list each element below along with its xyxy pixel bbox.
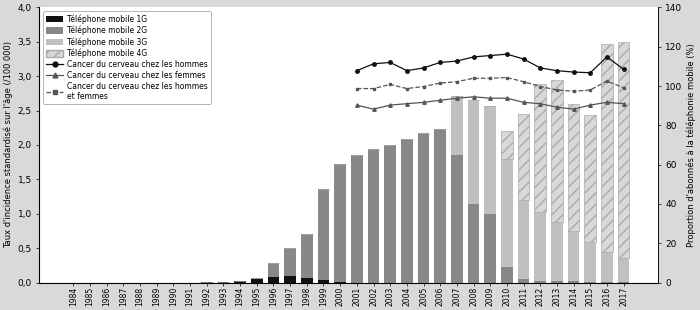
Bar [267, 263, 279, 277]
Bar [318, 280, 329, 283]
Bar [201, 282, 213, 283]
Bar [551, 281, 563, 283]
Bar [501, 267, 512, 283]
Bar [534, 281, 546, 283]
Bar [518, 279, 529, 283]
Bar [251, 278, 262, 279]
Bar [534, 212, 546, 281]
Bar [568, 281, 580, 283]
Bar [501, 159, 512, 267]
Bar [568, 232, 580, 281]
Bar [468, 100, 480, 204]
Bar [435, 129, 446, 283]
Bar [451, 155, 463, 283]
Bar [318, 189, 329, 280]
Bar [218, 281, 230, 283]
Bar [518, 113, 529, 200]
Bar [368, 149, 379, 283]
Bar [418, 133, 429, 283]
Bar [501, 131, 512, 159]
Bar [601, 44, 612, 252]
Bar [335, 281, 346, 283]
Bar [618, 281, 629, 283]
Bar [618, 258, 629, 281]
Bar [601, 252, 612, 281]
Bar [551, 80, 563, 222]
Legend: Téléphone mobile 1G, Téléphone mobile 2G, Téléphone mobile 3G, Téléphone mobile : Téléphone mobile 1G, Téléphone mobile 2G… [43, 11, 211, 104]
Bar [484, 214, 496, 283]
Bar [284, 276, 296, 283]
Bar [584, 114, 596, 242]
Bar [468, 204, 480, 283]
Bar [234, 281, 246, 283]
Bar [584, 281, 596, 283]
Y-axis label: Taux d'incidence standardisé sur l'âge (/100 000): Taux d'incidence standardisé sur l'âge (… [4, 42, 13, 249]
Bar [584, 242, 596, 281]
Bar [551, 222, 563, 281]
Bar [251, 279, 262, 283]
Bar [351, 155, 363, 283]
Bar [267, 277, 279, 283]
Bar [534, 84, 546, 212]
Bar [484, 106, 496, 214]
Bar [601, 281, 612, 283]
Bar [301, 278, 313, 283]
Bar [618, 42, 629, 258]
Bar [384, 145, 396, 283]
Bar [301, 234, 313, 278]
Bar [568, 104, 580, 232]
Bar [451, 96, 463, 155]
Bar [401, 139, 413, 283]
Bar [518, 200, 529, 279]
Y-axis label: Proportion d'abonnés à la téléphonie mobile (%): Proportion d'abonnés à la téléphonie mob… [687, 43, 696, 247]
Bar [284, 248, 296, 276]
Bar [335, 164, 346, 281]
